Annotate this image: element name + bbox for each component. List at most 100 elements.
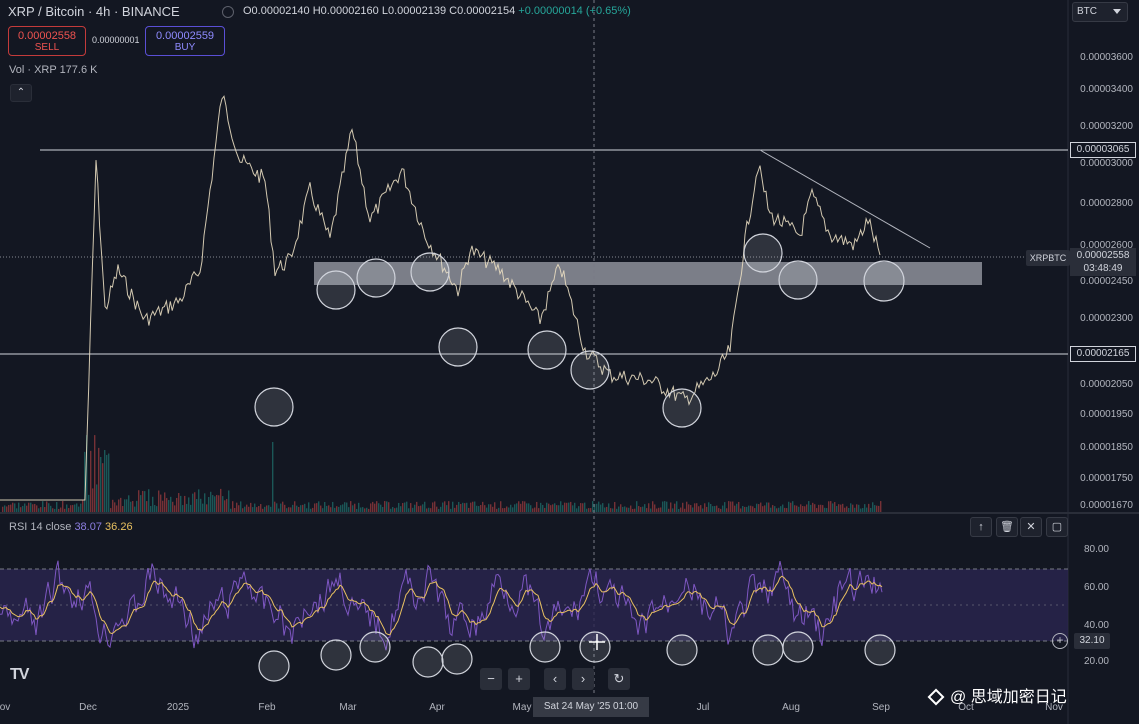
volume-bar <box>436 506 438 512</box>
volume-bar <box>612 508 614 512</box>
volume-bar <box>258 506 260 512</box>
volume-bar <box>242 508 244 512</box>
volume-bar <box>868 503 870 512</box>
time-tick: ov <box>0 702 11 713</box>
volume-bar <box>296 505 298 512</box>
volume-bar <box>514 504 516 512</box>
volume-bar <box>82 499 84 512</box>
zoom-out-button[interactable]: − <box>480 668 502 690</box>
volume-bar <box>66 504 68 512</box>
volume-bar <box>582 503 584 512</box>
volume-bar <box>700 505 702 512</box>
rsi-legend[interactable]: RSI 14 close 38.07 36.26 <box>9 521 133 533</box>
sell-button[interactable]: 0.00002558 SELL <box>8 26 86 56</box>
price-tick: 0.00001750 <box>1080 473 1133 484</box>
rsi-annotation-circle <box>864 634 896 666</box>
volume-bar <box>578 506 580 512</box>
time-axis[interactable]: ov Dec 2025 Feb Mar Apr May Jul Aug Sep … <box>0 696 1070 724</box>
volume-bar <box>808 501 810 512</box>
volume-bar <box>728 501 730 512</box>
zoom-in-button[interactable]: + <box>508 668 530 690</box>
volume-bar <box>240 501 242 512</box>
volume-bar <box>418 506 420 512</box>
volume-bar <box>762 506 764 512</box>
symbol-title[interactable]: XRP / Bitcoin · 4h · BINANCE <box>8 4 180 19</box>
ohlc-values: O0.00002140 H0.00002160 L0.00002139 C0.0… <box>243 5 516 17</box>
volume-bar <box>556 505 558 512</box>
volume-bar <box>364 508 366 512</box>
volume-bar <box>100 456 102 512</box>
reset-chart-button[interactable]: ↻ <box>608 668 630 690</box>
buy-button[interactable]: 0.00002559 BUY <box>145 26 225 56</box>
volume-bar <box>474 501 476 512</box>
volume-bar <box>838 504 840 512</box>
volume-bar <box>308 502 310 512</box>
volume-bar <box>840 504 842 512</box>
volume-bar <box>164 492 166 512</box>
scroll-right-button[interactable]: › <box>572 668 594 690</box>
volume-bar <box>408 508 410 512</box>
volume-bar <box>88 494 90 512</box>
price-tick: 0.00003400 <box>1080 84 1133 95</box>
volume-bar <box>274 501 276 512</box>
volume-bar <box>198 489 200 512</box>
volume-bar <box>640 507 642 512</box>
volume-bar <box>178 493 180 512</box>
currency-select[interactable]: BTC <box>1072 2 1128 22</box>
volume-bar <box>796 505 798 512</box>
volume-bar <box>298 507 300 512</box>
volume-bar <box>662 501 664 512</box>
volume-bar <box>366 507 368 512</box>
volume-bar <box>736 503 738 512</box>
scroll-left-button[interactable]: ‹ <box>544 668 566 690</box>
volume-bar <box>590 508 592 512</box>
price-annotation-circle <box>410 252 450 292</box>
volume-bar <box>68 508 70 512</box>
volume-bar <box>402 503 404 512</box>
volume-value: 177.6 K <box>59 64 98 76</box>
volume-bar <box>150 506 152 512</box>
volume-bar <box>18 502 20 512</box>
volume-bar <box>424 501 426 512</box>
sell-label: SELL <box>34 42 60 53</box>
tradingview-logo[interactable]: TV <box>10 666 29 683</box>
volume-bar <box>828 501 830 512</box>
volume-bar <box>62 501 64 512</box>
volume-bar <box>102 463 104 512</box>
volume-bar <box>200 498 202 512</box>
volume-bar <box>318 501 320 512</box>
price-tick: 0.00003600 <box>1080 52 1133 63</box>
watermark-text: @ 思域加密日记 <box>950 689 1067 706</box>
volume-bar <box>354 503 356 512</box>
volume-bar <box>26 505 28 512</box>
volume-bar <box>636 501 638 512</box>
volume-bar <box>278 508 280 512</box>
volume-bar <box>608 503 610 512</box>
time-tick: Jul <box>696 702 710 713</box>
volume-bar <box>356 508 358 512</box>
arrow-up-icon[interactable]: ↑ <box>970 517 992 537</box>
volume-bar <box>508 507 510 512</box>
chevron-up-icon[interactable]: ⌃ <box>10 84 32 102</box>
volume-bar <box>554 503 556 512</box>
volume-bar <box>404 502 406 512</box>
volume-bar <box>122 506 124 512</box>
add-alert-icon[interactable]: + <box>1052 633 1068 649</box>
volume-bar <box>156 506 158 512</box>
watermark-diamond-icon <box>927 688 945 706</box>
volume-bar <box>688 504 690 512</box>
maximize-icon[interactable]: ▢ <box>1046 517 1068 537</box>
time-tick: Oct <box>958 702 974 713</box>
collapse-icon[interactable]: ✕ <box>1020 517 1042 537</box>
volume-bar <box>570 501 572 512</box>
last-price-tag: 0.00002558 03:48:49 <box>1070 248 1136 276</box>
chevron-down-icon <box>1113 9 1121 14</box>
trash-icon[interactable]: 🗑 <box>996 517 1018 537</box>
crosshair-time-label: Sat 24 May '25 01:00 <box>533 697 649 717</box>
volume-bar <box>368 508 370 512</box>
volume-bar <box>648 503 650 512</box>
time-tick: Aug <box>782 702 800 713</box>
volume-bar <box>464 503 466 512</box>
volume-bar <box>314 503 316 512</box>
